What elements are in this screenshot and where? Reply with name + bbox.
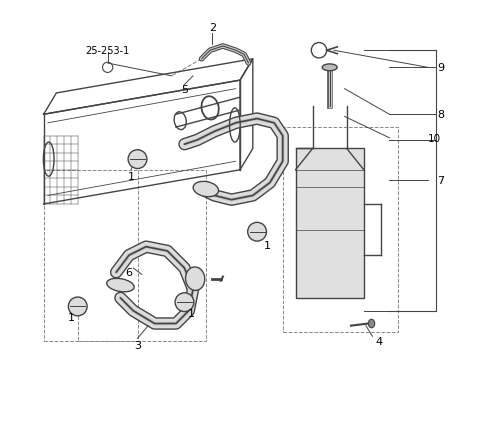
Ellipse shape (107, 279, 134, 292)
Text: 4: 4 (375, 336, 383, 346)
Text: 6: 6 (125, 268, 132, 278)
Circle shape (175, 293, 194, 312)
Ellipse shape (186, 268, 205, 291)
Text: 7: 7 (437, 176, 444, 186)
Text: 1: 1 (68, 312, 75, 322)
Text: 1: 1 (264, 240, 271, 250)
Circle shape (248, 223, 266, 242)
Text: 8: 8 (437, 110, 444, 120)
Text: 3: 3 (134, 340, 141, 350)
Text: 5: 5 (181, 84, 188, 95)
Text: 1: 1 (187, 308, 194, 318)
Text: 9: 9 (437, 63, 444, 73)
Text: 2: 2 (209, 23, 216, 33)
Text: 1: 1 (128, 172, 134, 182)
Text: 25-253-1: 25-253-1 (85, 46, 130, 56)
Ellipse shape (193, 182, 218, 197)
Text: 10: 10 (428, 133, 441, 144)
Circle shape (128, 150, 147, 169)
Polygon shape (296, 149, 364, 298)
Ellipse shape (322, 65, 337, 72)
Ellipse shape (368, 320, 375, 328)
Circle shape (68, 297, 87, 316)
